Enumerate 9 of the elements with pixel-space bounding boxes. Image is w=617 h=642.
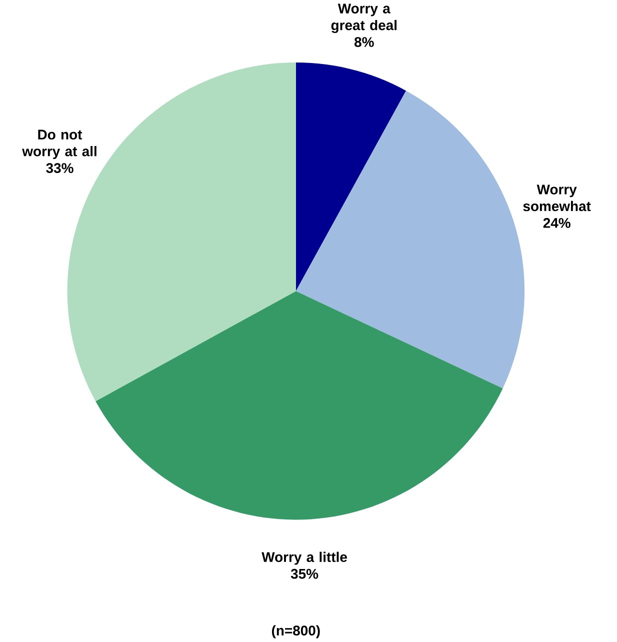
text: (n=800)	[272, 625, 320, 638]
data-label: 33%	[46, 163, 74, 174]
slice-label: Do not worry at all	[22, 130, 97, 160]
slice-label: Worry a little	[262, 552, 348, 565]
slice-label: Worry a great deal	[332, 4, 397, 34]
data-label: 35%	[291, 568, 318, 579]
slice-label: Worry somewhat	[523, 184, 591, 212]
data-label: 8%	[354, 37, 374, 47]
data-label: 24%	[544, 218, 571, 228]
